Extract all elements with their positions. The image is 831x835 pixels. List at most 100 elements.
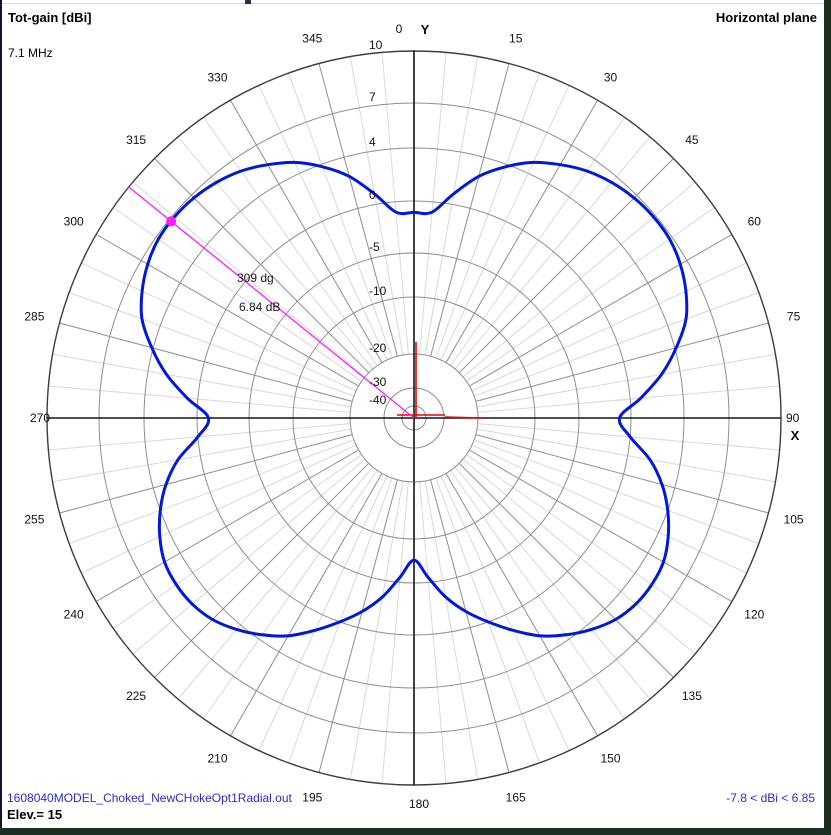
minor-spoke (132, 181, 366, 378)
azimuth-label: 165 (506, 791, 526, 805)
azimuth-label: 30 (604, 71, 618, 85)
azimuth-label: 210 (207, 751, 227, 765)
minor-spoke (471, 444, 747, 574)
major-spoke (430, 63, 510, 357)
plane-label: Horizontal plane (715, 10, 817, 25)
minor-spoke (68, 292, 355, 397)
major-spoke (154, 158, 370, 374)
minor-spoke (113, 454, 362, 629)
minor-spoke (132, 458, 366, 655)
ring-db-label: 10 (369, 38, 383, 52)
azimuth-label: 0 (396, 22, 403, 36)
window-border-right (824, 0, 831, 835)
ring-db-label: -20 (369, 341, 387, 355)
major-spoke (475, 434, 769, 514)
major-spoke (445, 99, 598, 363)
cursor-angle-label: 309 dg (237, 271, 274, 285)
plot-title: Tot-gain [dBi] (8, 10, 92, 25)
minor-spoke (435, 72, 540, 359)
minor-spoke (477, 385, 780, 413)
azimuth-label: 120 (744, 608, 764, 622)
azimuth-label: 60 (748, 215, 762, 229)
minor-spoke (454, 466, 651, 700)
minor-spoke (113, 207, 362, 382)
major-spoke (469, 234, 733, 387)
minor-spoke (419, 481, 447, 784)
major-spoke (475, 322, 769, 402)
minor-spoke (381, 52, 409, 355)
minor-spoke (177, 466, 374, 700)
minor-spoke (288, 72, 393, 359)
minor-spoke (450, 470, 625, 719)
minor-spoke (81, 262, 357, 392)
azimuth-label: 180 (409, 797, 429, 811)
ring-db-label: 4 (369, 135, 376, 149)
minor-spoke (440, 475, 570, 751)
ring-db-label: 0 (369, 188, 376, 202)
azimuth-label: 255 (24, 513, 44, 527)
antenna-geometry-line (444, 416, 484, 419)
minor-spoke (48, 385, 351, 413)
minor-spoke (462, 181, 696, 378)
ring-db-label: -5 (369, 240, 380, 254)
minor-spoke (454, 136, 651, 370)
y-axis-letter: Y (421, 22, 430, 37)
major-spoke (154, 462, 370, 678)
minor-spoke (68, 439, 355, 544)
minor-spoke (466, 207, 715, 382)
major-spoke (458, 158, 674, 374)
major-spoke (95, 234, 359, 387)
minor-spoke (476, 428, 776, 483)
minor-spoke (424, 480, 479, 780)
minor-spoke (349, 480, 404, 780)
minor-spoke (471, 262, 747, 392)
frequency-label: 7.1 MHz (8, 46, 53, 60)
window-border-bottom (0, 828, 831, 835)
azimuth-label: 345 (302, 31, 322, 45)
azimuth-label: 45 (685, 133, 699, 147)
azimuth-label: 195 (302, 791, 322, 805)
azimuth-label: 135 (682, 689, 702, 703)
azimuth-label: 150 (600, 751, 620, 765)
minor-spoke (258, 475, 388, 751)
major-spoke (59, 434, 353, 514)
output-filename: 1608040MODEL_Choked_NewCHokeOpt1Radial.o… (7, 791, 292, 805)
azimuth-label: 90 (786, 411, 800, 425)
elevation-label: Elev.= 15 (7, 807, 63, 822)
minor-spoke (81, 444, 357, 574)
ring-db-label: -10 (369, 284, 387, 298)
minor-spoke (424, 56, 479, 356)
gain-range-label: -7.8 < dBi < 6.85 (726, 791, 815, 805)
major-spoke (469, 449, 733, 602)
major-spoke (430, 479, 510, 773)
azimuth-label: 285 (24, 309, 44, 323)
screen-artifact (245, 0, 251, 4)
major-spoke (318, 479, 398, 773)
cursor-gain-label: 6.84 dB (239, 300, 281, 314)
minor-spoke (476, 353, 776, 408)
azimuth-label: 300 (64, 215, 84, 229)
minor-spoke (473, 292, 760, 397)
minor-spoke (349, 56, 404, 356)
major-spoke (230, 99, 383, 363)
azimuth-label: 105 (784, 513, 804, 527)
cursor-marker-dot[interactable] (166, 216, 177, 227)
minor-spoke (473, 439, 760, 544)
ring-db-label: -30 (369, 375, 387, 389)
minor-spoke (258, 85, 388, 361)
minor-spoke (203, 117, 378, 366)
ring-db-label: -40 (369, 393, 387, 407)
cursor-line (127, 185, 415, 419)
azimuth-label: 315 (126, 133, 146, 147)
minor-spoke (381, 481, 409, 784)
azimuth-label: 270 (30, 411, 50, 425)
minor-spoke (440, 85, 570, 361)
minor-spoke (52, 353, 352, 408)
azimuth-label: 75 (787, 309, 801, 323)
azimuth-label: 225 (126, 689, 146, 703)
azimuth-label: 15 (509, 31, 523, 45)
minor-spoke (419, 52, 447, 355)
top-separator (2, 3, 825, 4)
